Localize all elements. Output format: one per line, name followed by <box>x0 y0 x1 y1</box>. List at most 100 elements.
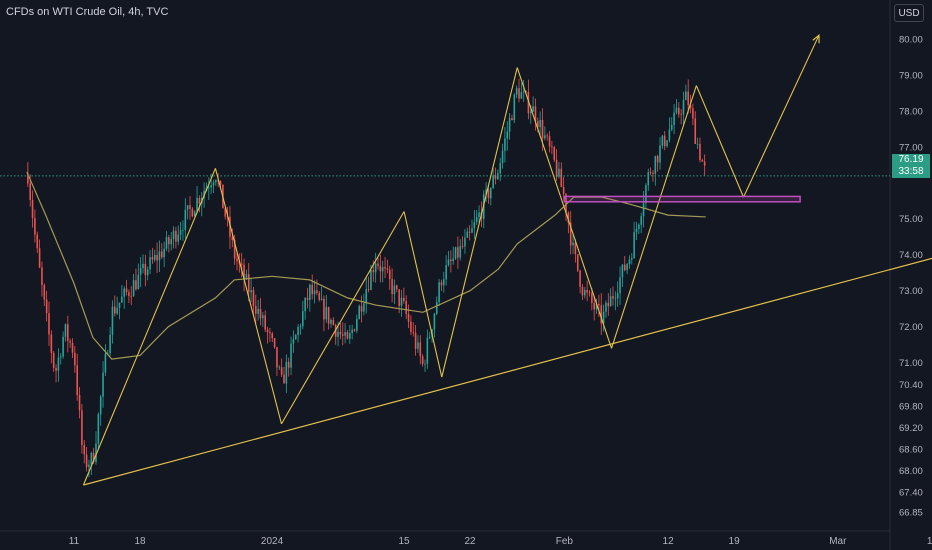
candle-body <box>344 332 346 336</box>
pattern-line-segment[interactable] <box>516 67 613 349</box>
pattern-line-segment[interactable] <box>82 168 216 486</box>
candle-body <box>125 288 128 293</box>
candle-body <box>280 367 283 375</box>
candle-body <box>259 308 262 319</box>
candle-body <box>680 114 682 115</box>
candle-body <box>692 108 694 119</box>
candle-body <box>294 335 297 340</box>
candle-body <box>109 334 111 354</box>
candle-body <box>574 242 577 255</box>
candle-body <box>360 306 363 312</box>
candle-body <box>529 111 532 114</box>
candle-body <box>304 297 306 312</box>
candle-body <box>71 342 74 353</box>
candle-body <box>562 187 565 194</box>
candle-body <box>635 228 638 233</box>
candle-body <box>459 246 462 258</box>
candle-body <box>189 205 191 209</box>
candle-body <box>642 203 645 217</box>
candle-body <box>675 107 678 113</box>
candle-body <box>132 280 135 297</box>
candle-body <box>388 269 391 280</box>
candle-body <box>177 234 180 242</box>
candle-body <box>102 372 104 397</box>
candle-body <box>299 326 302 328</box>
candle-body <box>457 247 459 258</box>
candle-body <box>381 267 384 272</box>
candle-body <box>55 367 57 371</box>
y-tick-label: 80.00 <box>899 34 923 45</box>
candle-body <box>511 118 513 121</box>
candle-body <box>647 172 650 186</box>
candle-body <box>349 333 351 339</box>
candle-body <box>405 301 407 315</box>
candle-body <box>309 284 311 300</box>
candle-body <box>670 125 673 130</box>
candle-body <box>41 267 43 285</box>
candle-body <box>27 173 29 184</box>
candle-body <box>278 367 281 369</box>
candle-body <box>313 290 316 295</box>
candle-body <box>137 274 140 290</box>
candle-body <box>165 237 168 249</box>
candle-body <box>318 292 321 300</box>
candle-body <box>156 254 158 261</box>
candle-body <box>501 150 504 164</box>
candle-body <box>146 269 149 276</box>
y-tick-label: 77.00 <box>899 142 923 153</box>
candle-body <box>273 338 276 348</box>
candle-body <box>663 135 666 147</box>
candle-body <box>266 329 269 333</box>
y-tick-label: 73.00 <box>899 286 923 297</box>
candle-body <box>419 342 422 357</box>
pattern-line-segment[interactable] <box>280 211 405 425</box>
candle-body <box>48 313 50 335</box>
candle-body <box>290 343 292 368</box>
support-zone-box[interactable] <box>563 195 801 203</box>
x-tick-label: 11 <box>69 536 80 547</box>
candle-body <box>391 279 393 295</box>
candle-body <box>62 336 64 357</box>
x-tick-label: 12 <box>663 536 675 547</box>
candle-body <box>435 302 438 314</box>
pattern-line-segment[interactable] <box>441 67 518 378</box>
x-tick-label: 11 <box>927 536 932 547</box>
candle-body <box>654 156 657 174</box>
candle-body <box>656 156 659 163</box>
support-trendline[interactable] <box>83 257 932 486</box>
candle-body <box>34 218 36 235</box>
candle-body <box>492 175 494 188</box>
candle-body <box>440 282 443 286</box>
candle-body <box>522 91 525 93</box>
candle-body <box>365 289 368 304</box>
candle-body <box>659 145 661 163</box>
pattern-line-segment[interactable] <box>214 168 282 424</box>
candle-body <box>544 135 546 139</box>
candle-body <box>572 242 574 246</box>
candle-body <box>584 290 586 296</box>
x-tick-label: 18 <box>134 536 146 547</box>
candle-body <box>628 259 631 264</box>
candle-body <box>118 302 121 308</box>
candle-body <box>297 326 299 336</box>
pattern-line-segment[interactable] <box>695 85 745 198</box>
candle-body <box>339 331 342 335</box>
candle-body <box>412 331 415 333</box>
candle-body <box>287 361 290 368</box>
candle-body <box>485 189 487 195</box>
candle-body <box>595 304 598 310</box>
pattern-line-segment[interactable] <box>610 85 697 349</box>
pattern-line-segment[interactable] <box>743 34 820 198</box>
candle-body <box>473 222 476 229</box>
currency-button[interactable]: USD <box>894 4 924 22</box>
candle-body <box>372 270 375 273</box>
pattern-line-segment[interactable] <box>403 211 443 378</box>
candle-body <box>95 443 97 463</box>
candle-body <box>586 290 588 293</box>
candle-body <box>302 311 304 327</box>
candle-body <box>569 222 572 246</box>
candle-body <box>99 396 102 415</box>
candle-body <box>490 187 492 199</box>
